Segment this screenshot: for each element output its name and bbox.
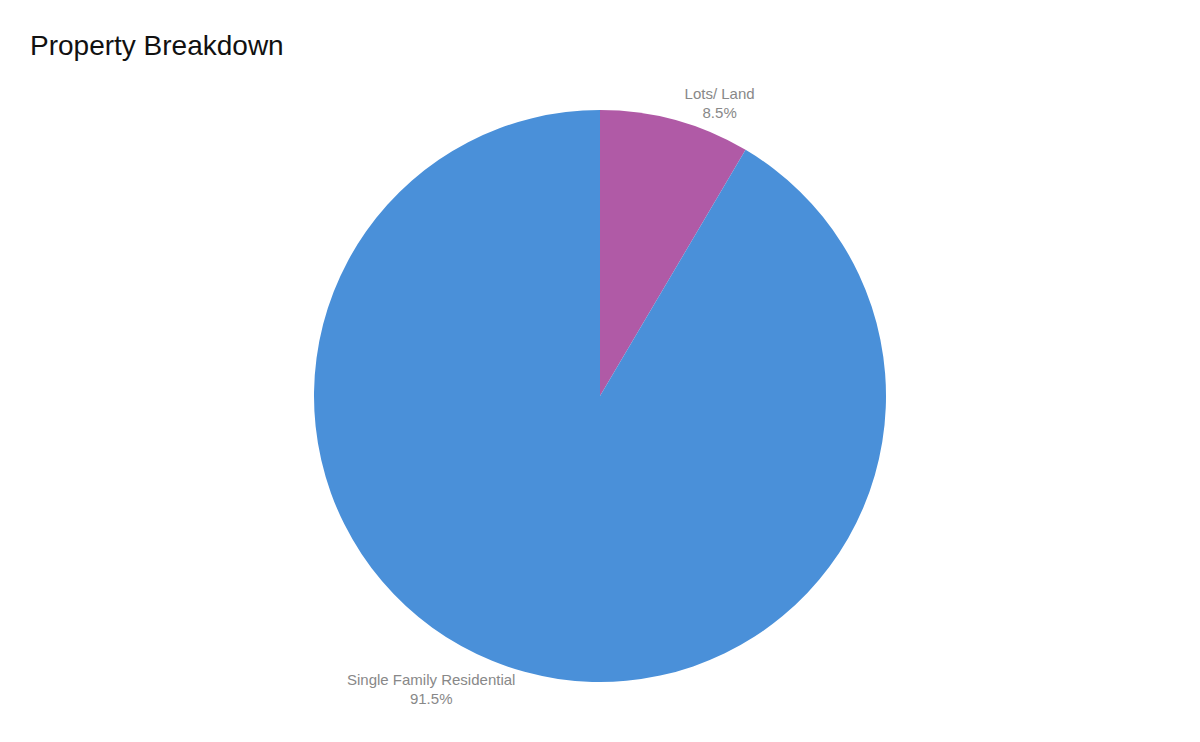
svg-text:Property Breakdown: Property Breakdown bbox=[30, 30, 284, 61]
svg-text:Single Family Residential91.5%: Single Family Residential91.5% bbox=[347, 671, 515, 708]
svg-text:Lots/ Land8.5%: Lots/ Land8.5% bbox=[685, 85, 755, 122]
